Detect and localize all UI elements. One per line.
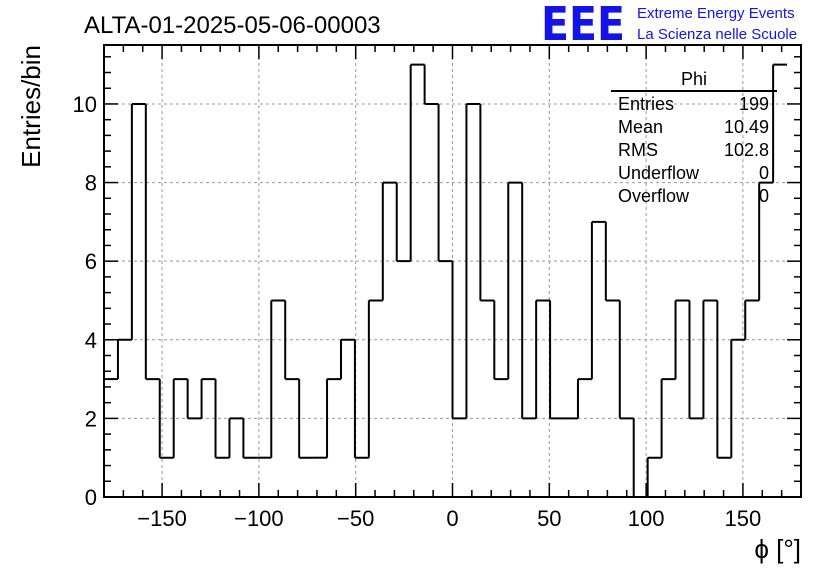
histogram-bar	[549, 300, 565, 420]
histogram-bar	[479, 103, 495, 302]
histogram-bar	[618, 300, 634, 420]
histogram-bar	[395, 182, 411, 263]
histogram-bar	[158, 379, 174, 459]
histogram-bar	[674, 299, 690, 380]
histogram-bar	[590, 220, 606, 380]
y-tick-label: 10	[73, 92, 97, 117]
histogram-bar	[326, 378, 341, 458]
histogram-bar	[604, 221, 620, 302]
histogram-bar	[465, 102, 481, 419]
y-tick-label: 0	[85, 485, 97, 510]
stats-label: Overflow	[618, 186, 690, 206]
histogram-bar	[339, 338, 355, 380]
histogram-bar	[298, 379, 314, 459]
x-tick-label: −50	[337, 506, 374, 531]
histogram-bar	[535, 299, 551, 419]
stats-label: RMS	[618, 140, 658, 160]
histogram-bar	[144, 103, 160, 381]
histogram-bar	[200, 378, 216, 419]
histogram-bar	[172, 378, 188, 458]
histogram-bar	[186, 379, 202, 420]
histogram-bar	[270, 299, 286, 458]
x-tick-label: 150	[725, 506, 762, 531]
histogram-bar	[716, 300, 732, 459]
histogram-bar	[367, 299, 383, 458]
histogram-bar	[130, 102, 146, 340]
histogram-bar	[576, 378, 592, 419]
histogram-bar	[521, 182, 537, 420]
histogram-bar	[772, 63, 788, 183]
histogram-bar	[451, 261, 467, 420]
x-tick-label: 50	[537, 506, 561, 531]
eee-logo: EEE	[541, 0, 625, 51]
x-axis-label: ϕ [°]	[754, 534, 801, 564]
histogram-bar	[353, 339, 369, 459]
histogram-bar	[758, 181, 774, 301]
stats-value: 10.49	[724, 117, 769, 137]
stats-label: Entries	[618, 94, 674, 114]
x-tick-label: −100	[234, 506, 284, 531]
histogram-bar	[493, 300, 509, 381]
y-tick-label: 4	[85, 328, 97, 353]
histogram-bar	[730, 338, 746, 458]
logo-line-2: La Scienza nelle Scuole	[637, 26, 797, 43]
stats-value: 0	[759, 163, 769, 183]
y-tick-label: 6	[85, 249, 97, 274]
stats-value: 102.8	[724, 140, 769, 160]
stats-value: 199	[739, 94, 769, 114]
histogram-bar	[507, 181, 523, 380]
histogram-bar	[702, 299, 718, 419]
x-tick-label: −150	[137, 506, 187, 531]
histogram-bar	[242, 418, 258, 459]
stats-name: Phi	[681, 69, 707, 89]
histogram-bar	[409, 63, 425, 262]
y-axis-label: Entries/bin	[16, 45, 46, 168]
histogram-bar	[423, 64, 439, 105]
histogram-bar	[688, 300, 704, 420]
y-tick-label: 8	[85, 171, 97, 196]
histogram-bar	[284, 300, 300, 381]
histogram-bar	[744, 299, 760, 340]
histogram-bar	[228, 417, 244, 458]
stats-label: Mean	[618, 117, 663, 137]
histogram-bar	[214, 379, 230, 459]
stats-label: Underflow	[618, 163, 700, 183]
x-tick-label: 100	[628, 506, 665, 531]
chart-title: ALTA-01-2025-05-06-00003	[84, 12, 381, 39]
histogram-bar	[646, 456, 662, 497]
histogram-bar	[660, 378, 676, 458]
histogram-bar	[437, 103, 453, 263]
stats-value: 0	[759, 186, 769, 206]
histogram-bar	[381, 181, 397, 301]
y-tick-label: 2	[85, 406, 97, 431]
histogram-bar	[116, 338, 132, 380]
logo-line-1: Extreme Energy Events	[637, 5, 795, 22]
x-tick-label: 0	[446, 506, 458, 531]
